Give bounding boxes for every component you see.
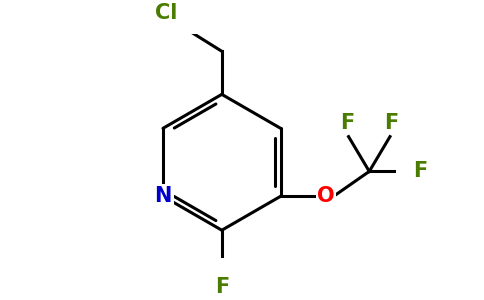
Text: N: N — [154, 186, 172, 206]
Text: O: O — [318, 186, 335, 206]
Text: F: F — [340, 113, 354, 133]
Text: F: F — [215, 277, 229, 297]
Text: F: F — [413, 161, 427, 182]
Text: F: F — [384, 113, 399, 133]
Text: Cl: Cl — [155, 3, 177, 23]
